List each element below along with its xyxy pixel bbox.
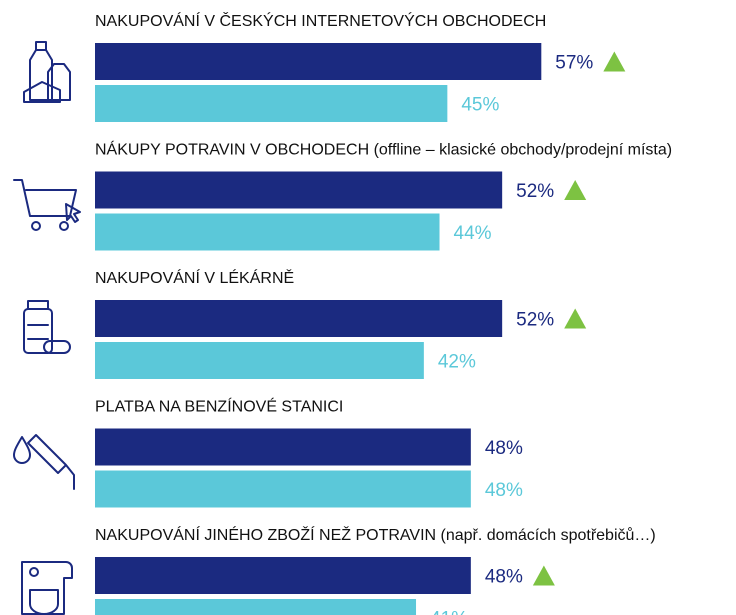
increase-marker [532, 565, 555, 586]
value-label: 48% [485, 438, 523, 459]
value-label: 41% [430, 609, 468, 615]
increase-marker [564, 180, 587, 200]
bar [95, 557, 471, 594]
bar [95, 85, 448, 122]
value-label: 52% [516, 310, 554, 331]
value-label: 45% [461, 95, 499, 116]
category-title: PLATBA NA BENZÍNOVÉ STANICI [95, 397, 343, 416]
icon-pharmacy [23, 300, 71, 354]
increase-marker [564, 308, 587, 329]
icon-mixer [21, 561, 73, 615]
increase-marker [603, 51, 626, 72]
icon-cart [13, 179, 81, 231]
bar [95, 599, 417, 615]
value-label: 48% [485, 567, 523, 588]
category-title: NAKUPOVÁNÍ V ČESKÝCH INTERNETOVÝCH OBCHO… [95, 11, 546, 30]
value-label: 42% [438, 352, 476, 373]
category-title: NÁKUPY POTRAVIN V OBCHODECH (offline – k… [95, 140, 672, 159]
bar [95, 428, 471, 466]
value-label: 48% [485, 480, 523, 501]
value-label: 44% [454, 223, 492, 244]
value-label: 57% [555, 53, 593, 74]
bar [95, 470, 471, 508]
bar [95, 342, 424, 379]
category-title: NAKUPOVÁNÍ JINÉHO ZBOŽÍ NEŽ POTRAVIN (na… [95, 525, 656, 544]
value-label: 52% [516, 181, 554, 202]
bar [95, 300, 503, 337]
bar [95, 171, 503, 209]
bar [95, 213, 440, 251]
icon-food [23, 41, 71, 103]
icon-fuel [13, 434, 75, 490]
bar [95, 43, 542, 80]
category-title: NAKUPOVÁNÍ V LÉKÁRNĚ [95, 268, 294, 287]
